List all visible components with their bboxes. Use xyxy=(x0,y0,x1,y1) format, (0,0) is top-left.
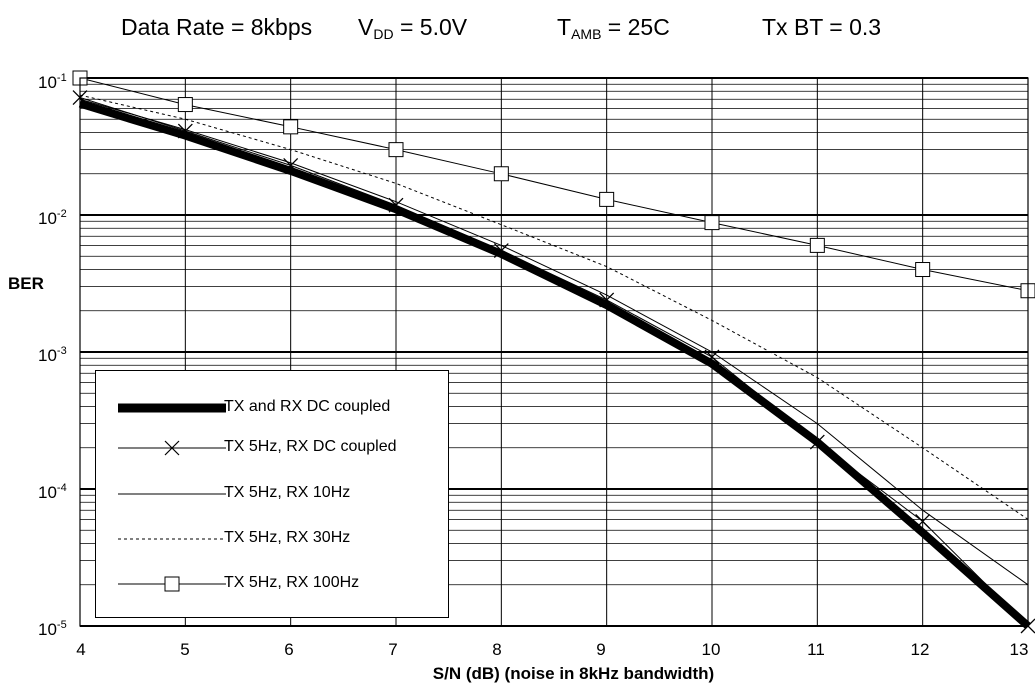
x-tick-label: 9 xyxy=(596,640,606,659)
data-point-square xyxy=(704,215,720,231)
data-point-square xyxy=(388,142,404,158)
x-tick-label: 13 xyxy=(1009,640,1029,659)
data-point-square xyxy=(177,97,193,113)
series-line-4 xyxy=(79,77,1029,292)
data-point-x xyxy=(493,243,509,259)
legend-sample-thin xyxy=(118,493,226,495)
data-point-x xyxy=(915,513,931,529)
data-point-x xyxy=(177,123,193,139)
title-tx-bt: Tx BT = 0.3 xyxy=(762,14,882,40)
y-tick-label: 10-5 xyxy=(38,619,67,639)
data-point-square xyxy=(283,119,299,135)
legend-sample-dashed xyxy=(118,538,226,540)
y-tick-label: 10-3 xyxy=(38,345,67,365)
data-point-x xyxy=(599,292,615,308)
series-line-3 xyxy=(79,94,1029,520)
legend-label: TX 5Hz, RX 10Hz xyxy=(224,484,351,501)
data-point-square xyxy=(599,191,615,207)
legend-item-thick: TX and RX DC coupled xyxy=(96,393,448,423)
data-point-x xyxy=(283,157,299,173)
x-tick-label: 7 xyxy=(388,640,398,659)
y-axis-label: BER xyxy=(8,274,44,293)
data-point-square xyxy=(809,237,825,253)
legend-sample-thick xyxy=(118,403,226,413)
legend-item-thin: TX 5Hz, RX 10Hz xyxy=(96,479,448,509)
x-tick-label: 4 xyxy=(76,640,86,659)
y-tick-label: 10-1 xyxy=(38,72,67,92)
data-point-square xyxy=(915,262,931,278)
title-vdd: VDD = 5.0V xyxy=(358,14,468,42)
y-tick-label: 10-2 xyxy=(38,208,67,228)
legend-label: TX 5Hz, RX DC coupled xyxy=(224,438,397,455)
data-point-x xyxy=(704,349,720,365)
y-tick-label: 10-4 xyxy=(38,482,67,502)
legend-label: TX 5Hz, RX 100Hz xyxy=(224,574,360,591)
x-tick-label: 6 xyxy=(284,640,294,659)
x-axis-label: S/N (dB) (noise in 8kHz bandwidth) xyxy=(432,664,715,683)
x-tick-label: 5 xyxy=(180,640,190,659)
legend-sample-x-marker xyxy=(118,440,226,456)
data-point-square xyxy=(493,166,509,182)
x-tick-label: 8 xyxy=(492,640,502,659)
title-data-rate: Data Rate = 8kbps xyxy=(121,14,313,40)
legend-item-square-marker: TX 5Hz, RX 100Hz xyxy=(96,569,448,599)
chart-title: Data Rate = 8kbps VDD = 5.0V TAMB = 25C … xyxy=(0,10,1035,50)
series-line-1 xyxy=(79,97,1029,627)
chart-legend: TX and RX DC coupled TX 5Hz, RX DC coupl… xyxy=(95,370,449,618)
legend-sample-square-marker xyxy=(118,576,226,592)
plot-frame xyxy=(79,77,1029,627)
legend-label: TX 5Hz, RX 30Hz xyxy=(224,529,351,546)
legend-item-dashed: TX 5Hz, RX 30Hz xyxy=(96,524,448,554)
series-line-2 xyxy=(79,98,1029,586)
title-tamb: TAMB = 25C xyxy=(557,14,670,42)
x-tick-label: 11 xyxy=(807,640,825,659)
legend-label: TX and RX DC coupled xyxy=(224,398,391,415)
series-line-0 xyxy=(78,99,1031,629)
x-tick-label: 10 xyxy=(701,640,721,659)
legend-item-x-marker: TX 5Hz, RX DC coupled xyxy=(96,433,448,463)
data-point-x xyxy=(809,434,825,450)
x-tick-label: 12 xyxy=(910,640,930,659)
